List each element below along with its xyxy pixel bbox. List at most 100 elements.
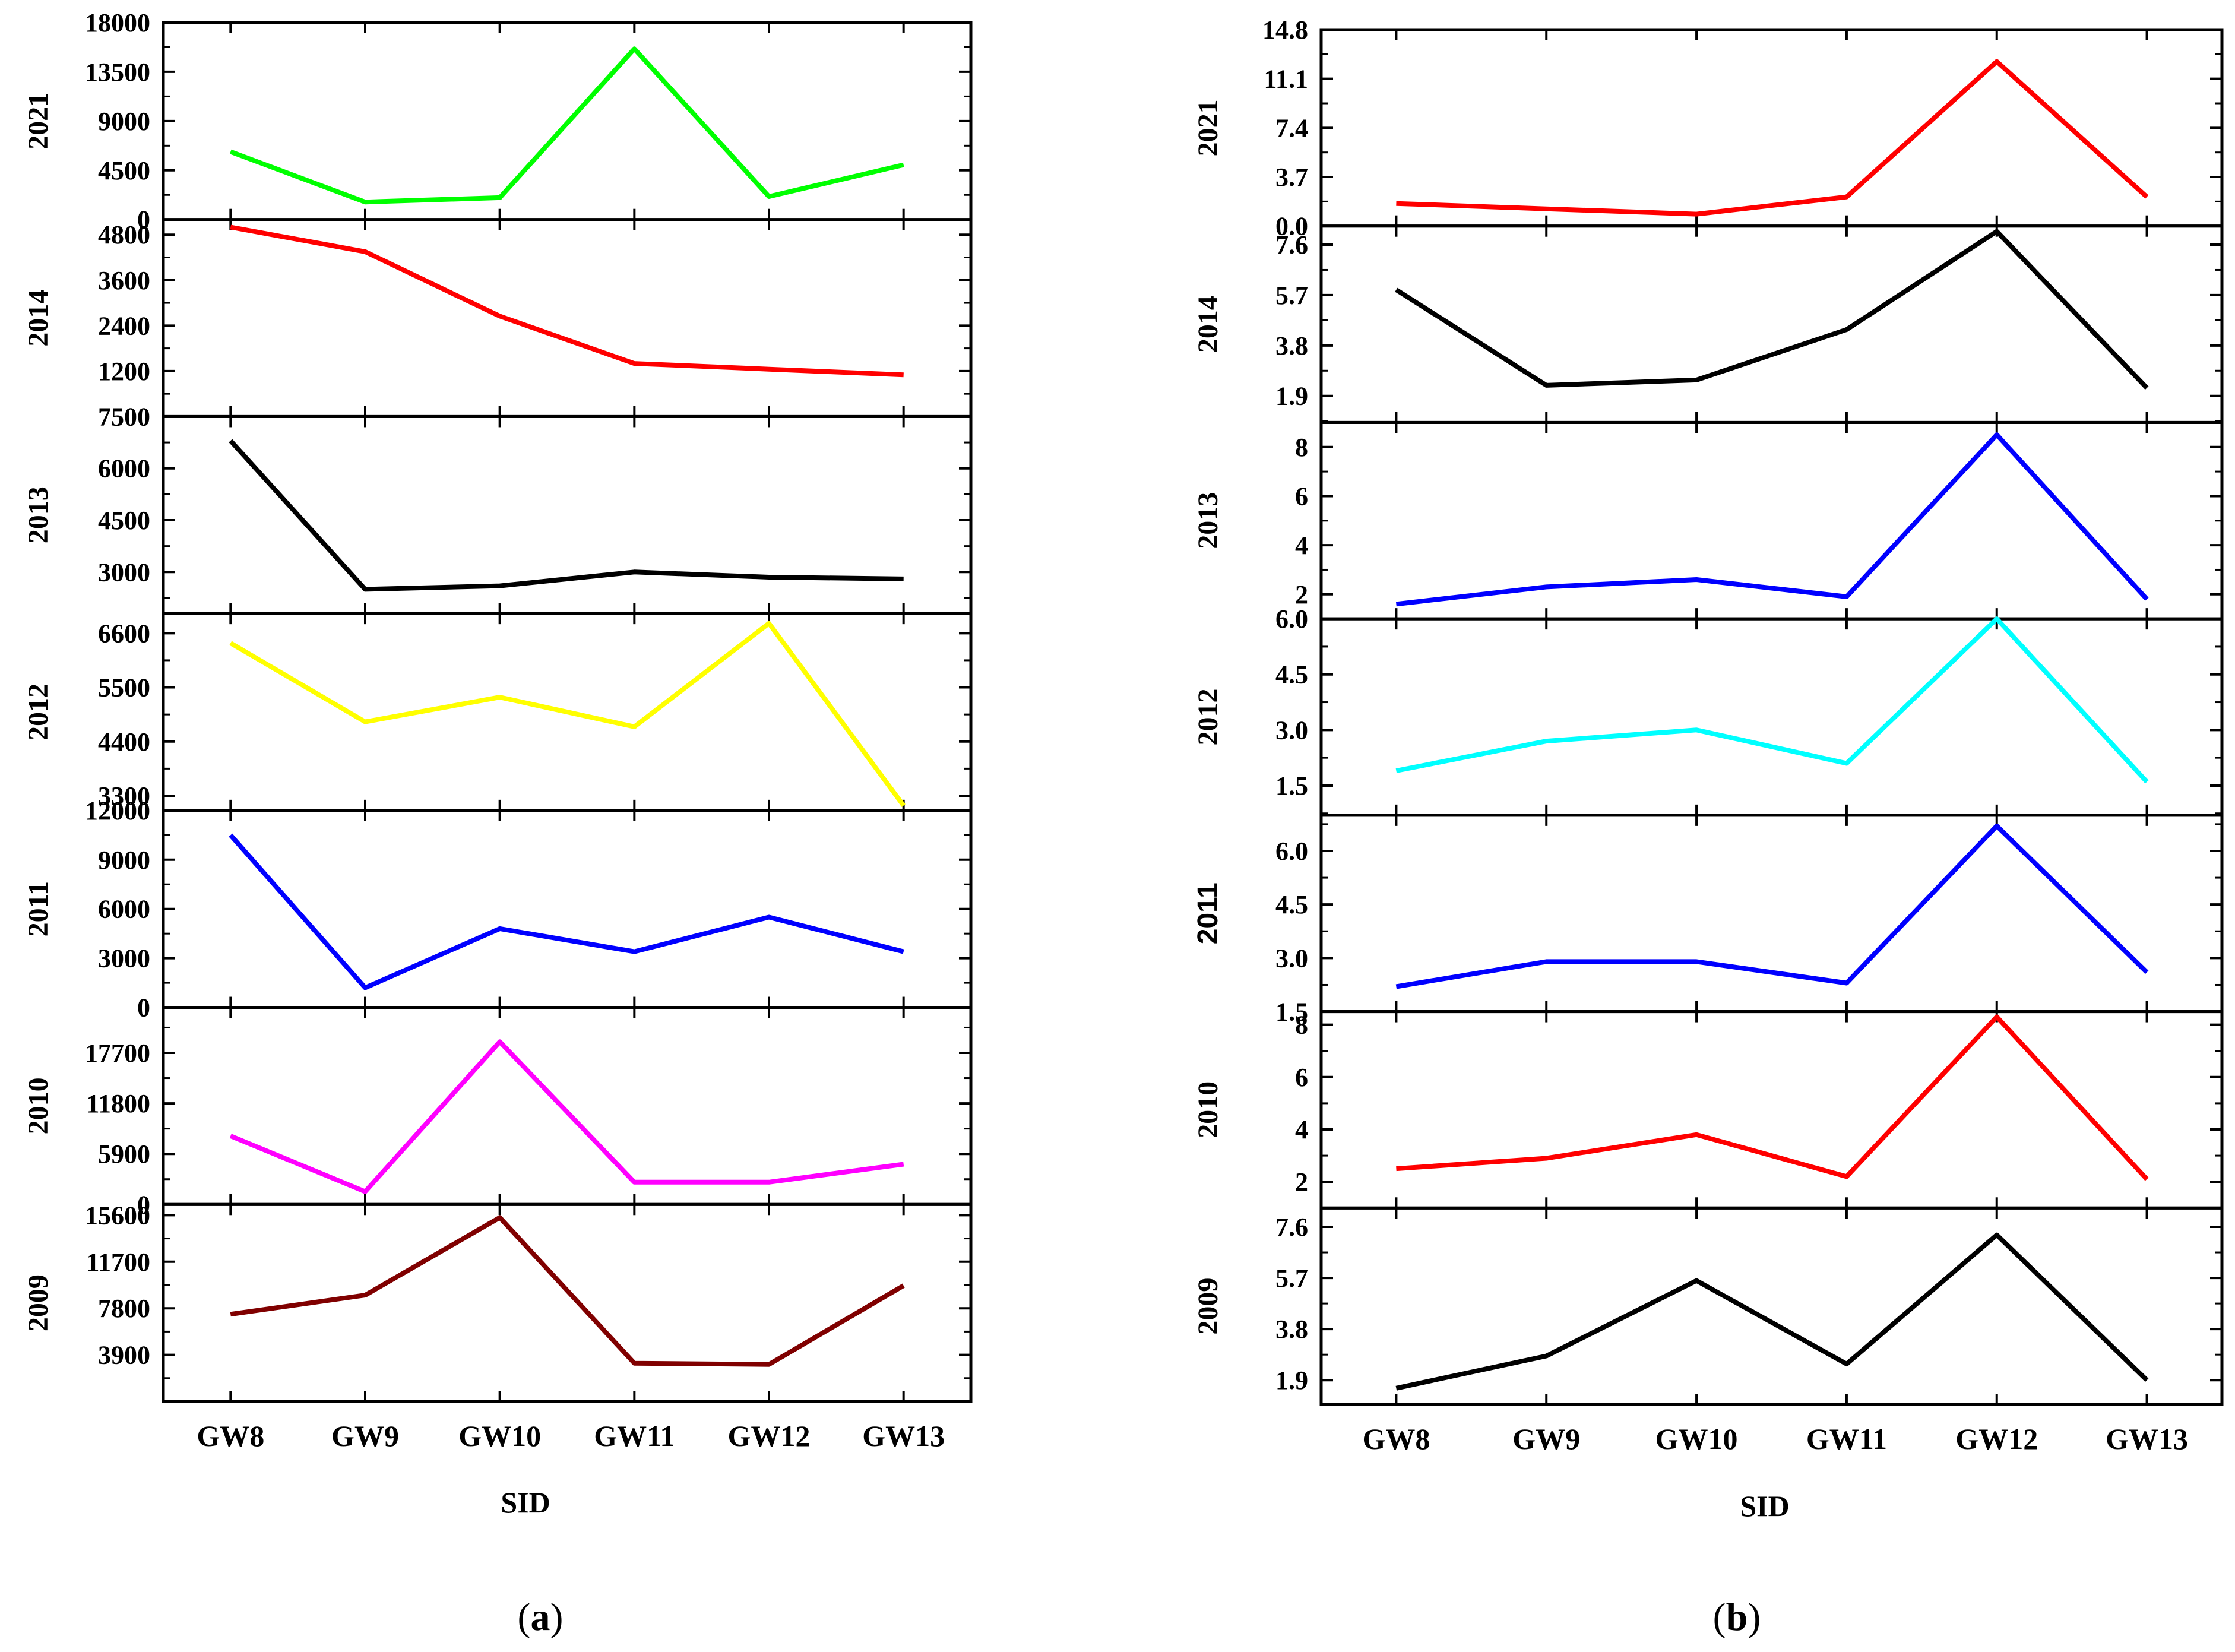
y-tick-label: 6.0 <box>1275 837 1308 866</box>
series-line-2011 <box>229 833 904 990</box>
y-tick-label: 11.1 <box>1264 65 1308 94</box>
y-tick-label: 13500 <box>85 58 150 87</box>
y-axis-title: 2012 <box>1192 689 1224 746</box>
y-tick-label: 12000 <box>85 796 150 825</box>
subplot-frame <box>162 1202 973 1403</box>
y-tick-label: 3.8 <box>1275 1315 1308 1344</box>
subplot-a-2013: 3000 4500 6000 7500 2013 <box>23 402 973 615</box>
y-tick-label: 3.7 <box>1275 163 1308 192</box>
y-tick-label: 5900 <box>98 1140 150 1169</box>
subplot-b-2009: 1.9 3.8 5.7 7.6 2009 <box>1192 1206 2224 1406</box>
y-tick-label: 3600 <box>98 266 150 295</box>
x-category-label: GW9 <box>331 1419 399 1452</box>
y-tick-label: 8 <box>1295 1011 1308 1040</box>
y-tick-label: 4.5 <box>1275 890 1308 919</box>
y-axis-title: 2013 <box>23 486 54 543</box>
y-axis-title: 2013 <box>1192 492 1224 549</box>
y-tick-label: 2 <box>1295 580 1308 609</box>
y-axis-title: 2014 <box>23 290 54 347</box>
subplot-b-2021: 0.0 3.7 7.4 11.1 14.8 2021 <box>1192 15 2224 241</box>
y-axis-title: 2012 <box>23 683 54 740</box>
subplot-frame <box>1319 1010 2224 1210</box>
y-tick-label: 1.9 <box>1275 1366 1308 1395</box>
y-tick-label: 0 <box>137 993 150 1023</box>
x-category-label: GW10 <box>458 1419 541 1452</box>
panel-a-x-axis-title: SID <box>501 1486 550 1519</box>
y-tick-label: 6 <box>1295 482 1308 511</box>
y-tick-label: 2 <box>1295 1167 1308 1197</box>
subplot-frame <box>162 809 973 1009</box>
y-tick-label: 7.4 <box>1275 113 1308 143</box>
y-tick-label: 6000 <box>98 454 150 483</box>
subplot-b-2014: 1.9 3.8 5.7 7.6 2014 <box>1192 224 2224 424</box>
subplot-a-2011: 0 3000 6000 9000 12000 2011 <box>23 796 973 1023</box>
y-tick-label: 4.5 <box>1275 660 1308 689</box>
series-line-2021 <box>229 46 904 205</box>
subplot-b-2010: 2 4 6 8 2010 <box>1192 1010 2224 1210</box>
y-tick-label: 0 <box>137 1190 150 1219</box>
subplot-frame <box>162 218 973 418</box>
y-tick-label: 3.0 <box>1275 944 1308 973</box>
y-tick-label: 4800 <box>98 220 150 249</box>
series-line-2014 <box>230 224 904 378</box>
y-tick-label: 5.7 <box>1275 281 1308 310</box>
y-tick-label: 6000 <box>98 895 150 924</box>
x-category-label: GW8 <box>197 1419 264 1452</box>
y-tick-label: 1.9 <box>1275 382 1308 411</box>
subplot-b-2013: 2 4 6 8 2013 <box>1192 420 2224 621</box>
panel-b-x-axis-title: SID <box>1740 1489 1789 1523</box>
y-tick-label: 3.8 <box>1275 331 1308 360</box>
subplot-frame <box>162 414 973 615</box>
y-tick-label: 7500 <box>98 402 150 431</box>
subplot-frame <box>1319 1206 2224 1406</box>
x-category-label: GW12 <box>728 1419 811 1452</box>
subplot-a-2021: 0 4500 9000 13500 18000 2021 <box>23 8 973 235</box>
subplot-frame <box>162 1006 973 1206</box>
y-tick-label: 6 <box>1295 1063 1308 1092</box>
y-tick-label: 4 <box>1295 531 1308 560</box>
y-tick-label: 8 <box>1295 433 1308 462</box>
series-line-2011 <box>1395 823 2149 989</box>
panel-b-chart: 0.0 3.7 7.4 11.1 14.8 2021 1.9 3.8 5.7 7.6 2014 2 4 6… <box>1192 15 2224 1455</box>
y-tick-label: 1.5 <box>1275 998 1308 1027</box>
series-line-2010 <box>1396 1014 2149 1181</box>
y-axis-title: 2014 <box>1192 296 1224 353</box>
x-category-label: GW11 <box>1806 1422 1887 1455</box>
subplot-a-2010: 0 5900 11800 17700 2010 <box>23 1006 973 1219</box>
y-tick-label: 3900 <box>98 1341 150 1370</box>
y-tick-label: 4500 <box>98 506 150 535</box>
y-axis-title: 2021 <box>23 93 54 150</box>
y-tick-label: 3000 <box>98 558 150 587</box>
y-axis-title: 2009 <box>1192 1278 1224 1335</box>
y-axis-title: 2021 <box>1192 99 1224 156</box>
y-tick-label: 4 <box>1295 1115 1308 1144</box>
y-axis-title: 2011 <box>23 881 54 936</box>
y-tick-label: 3000 <box>98 944 150 973</box>
y-tick-label: 9000 <box>98 846 150 875</box>
x-category-label: GW13 <box>862 1419 945 1452</box>
x-category-label: GW11 <box>594 1419 675 1452</box>
series-line-2012 <box>1395 616 2149 784</box>
y-tick-label: 4400 <box>98 727 150 757</box>
x-category-label: GW13 <box>2106 1422 2188 1455</box>
y-tick-label: 6.0 <box>1275 605 1308 634</box>
x-category-label: GW8 <box>1362 1422 1430 1455</box>
y-tick-label: 7.6 <box>1275 1213 1308 1242</box>
y-tick-label: 0.0 <box>1275 212 1308 241</box>
subplot-b-2012: 1.5 3.0 4.5 6.0 2012 <box>1192 605 2224 817</box>
y-tick-label: 14.8 <box>1262 15 1308 45</box>
y-tick-label: 7.6 <box>1275 230 1308 259</box>
series-line-2010 <box>229 1039 904 1194</box>
y-tick-label: 4500 <box>98 156 150 185</box>
y-tick-label: 5.7 <box>1275 1264 1308 1293</box>
series-line-2013 <box>1395 432 2149 607</box>
x-category-label: GW9 <box>1512 1422 1580 1455</box>
series-line-2013 <box>229 439 904 592</box>
y-tick-label: 7800 <box>98 1294 150 1323</box>
series-line-2014 <box>1395 229 2149 390</box>
panel-a-caption: (a) <box>518 1596 564 1639</box>
y-tick-label: 3.0 <box>1275 716 1308 745</box>
y-tick-label: 1.5 <box>1275 771 1308 800</box>
x-category-label: GW10 <box>1655 1422 1738 1455</box>
series-line-2021 <box>1396 59 2149 217</box>
